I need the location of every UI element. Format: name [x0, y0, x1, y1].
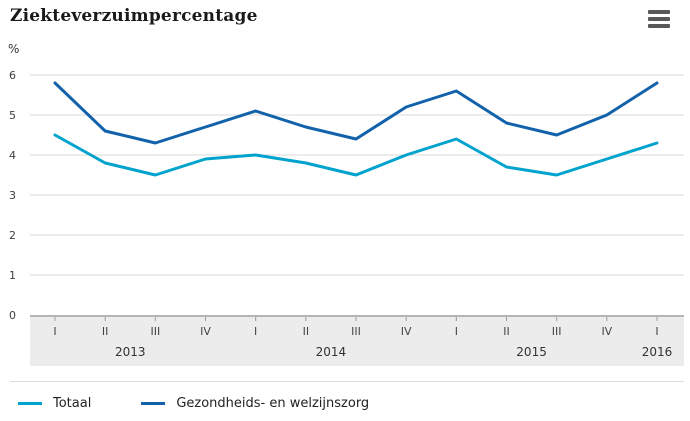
y-axis-tick-label: 6: [9, 69, 16, 82]
page-title: Ziekteverzuimpercentage: [10, 6, 258, 26]
y-axis-tick-label: 4: [9, 149, 16, 162]
x-axis-quarter-label: II: [503, 325, 510, 338]
series-line-zorg: [53, 81, 659, 145]
x-axis-quarter-label: I: [655, 325, 658, 338]
x-axis-quarter-label: I: [53, 325, 56, 338]
y-axis-unit-label: %: [8, 42, 20, 56]
hamburger-menu-icon[interactable]: [648, 10, 670, 28]
y-axis-tick-label: 0: [9, 309, 16, 322]
legend-swatch-zorg: [141, 402, 166, 405]
x-axis-year-label: 2015: [516, 345, 547, 359]
series-line-totaal: [53, 133, 659, 177]
x-axis-quarter-label: II: [102, 325, 109, 338]
x-axis-quarter-label: III: [150, 325, 160, 338]
legend-label-zorg: Gezondheids- en welzijnszorg: [176, 396, 370, 411]
x-axis-year-label: 2016: [642, 345, 673, 359]
x-axis-year-label: 2014: [316, 345, 347, 359]
legend-swatch-totaal: [18, 402, 42, 405]
legend-label-totaal: Totaal: [53, 396, 92, 411]
x-axis-quarter-label: I: [455, 325, 458, 338]
y-axis-tick-label: 5: [9, 109, 16, 122]
x-axis-quarter-label: II: [303, 325, 310, 338]
legend-item-totaal[interactable]: Totaal: [18, 396, 91, 411]
y-axis-tick-label: 2: [9, 229, 16, 242]
y-axis-tick-label: 3: [9, 189, 16, 202]
legend: Totaal Gezondheids- en welzijnszorg: [10, 381, 684, 411]
x-axis-quarter-label: III: [552, 325, 562, 338]
x-axis-band: [30, 317, 684, 366]
y-axis-tick-label: 1: [9, 269, 16, 282]
x-axis-year-label: 2013: [115, 345, 146, 359]
x-axis-quarter-label: I: [254, 325, 257, 338]
x-axis-quarter-label: IV: [401, 325, 412, 338]
x-axis-quarter-label: III: [351, 325, 361, 338]
x-axis-quarter-label: IV: [200, 325, 211, 338]
x-axis-quarter-label: IV: [601, 325, 612, 338]
legend-item-zorg[interactable]: Gezondheids- en welzijnszorg: [141, 396, 369, 411]
